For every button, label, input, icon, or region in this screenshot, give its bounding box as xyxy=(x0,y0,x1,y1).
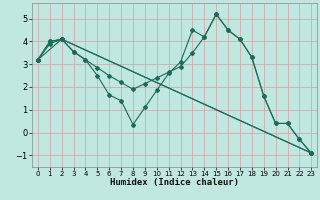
X-axis label: Humidex (Indice chaleur): Humidex (Indice chaleur) xyxy=(110,178,239,187)
